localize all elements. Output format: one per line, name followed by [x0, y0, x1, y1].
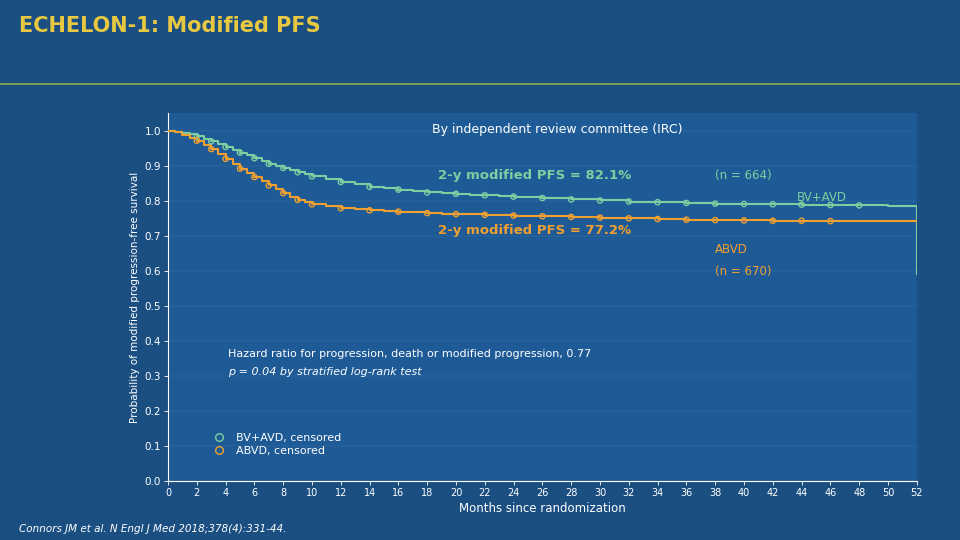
- Point: [362, 206, 377, 214]
- Point: [290, 168, 305, 177]
- Point: [535, 212, 550, 220]
- Point: [420, 209, 435, 218]
- Text: ABVD: ABVD: [714, 243, 748, 256]
- Point: [564, 195, 579, 204]
- Point: [794, 217, 809, 225]
- Point: [852, 201, 867, 210]
- Point: [232, 148, 248, 157]
- Point: [535, 194, 550, 202]
- Text: (n = 670): (n = 670): [714, 265, 771, 278]
- Point: [621, 197, 636, 206]
- Point: [247, 173, 262, 181]
- Point: [290, 195, 305, 204]
- Point: [304, 172, 320, 181]
- Point: [204, 137, 219, 146]
- Point: [261, 181, 276, 190]
- Point: [592, 196, 608, 205]
- Point: [506, 192, 521, 201]
- Point: [232, 164, 248, 173]
- Point: [448, 210, 464, 219]
- Point: [333, 204, 348, 213]
- Point: [391, 185, 406, 194]
- Point: [261, 159, 276, 168]
- Point: [247, 154, 262, 163]
- Point: [679, 215, 694, 224]
- Point: [708, 216, 723, 225]
- Point: [189, 137, 204, 145]
- Text: Connors JM et al. N Engl J Med 2018;378(4):331-44.: Connors JM et al. N Engl J Med 2018;378(…: [19, 523, 287, 534]
- Point: [189, 132, 204, 141]
- X-axis label: Months since randomization: Months since randomization: [459, 502, 626, 515]
- Legend: BV+AVD, censored, ABVD, censored: BV+AVD, censored, ABVD, censored: [204, 428, 346, 461]
- Point: [204, 145, 219, 153]
- Point: [448, 190, 464, 198]
- Text: 2-y modified PFS = 77.2%: 2-y modified PFS = 77.2%: [438, 225, 631, 238]
- Point: [391, 207, 406, 216]
- Point: [650, 215, 665, 224]
- Text: p = 0.04 by stratified log-rank test: p = 0.04 by stratified log-rank test: [228, 367, 421, 377]
- Point: [679, 199, 694, 207]
- Point: [506, 211, 521, 220]
- Point: [477, 191, 492, 200]
- Text: BV+AVD: BV+AVD: [797, 191, 847, 204]
- Point: [823, 201, 838, 210]
- Text: Hazard ratio for progression, death or modified progression, 0.77: Hazard ratio for progression, death or m…: [228, 349, 591, 359]
- Point: [218, 154, 233, 163]
- Point: [420, 188, 435, 197]
- Point: [736, 216, 752, 225]
- Text: (n = 664): (n = 664): [714, 170, 771, 183]
- Y-axis label: Probability of modified progression-free survival: Probability of modified progression-free…: [131, 171, 140, 423]
- Point: [765, 217, 780, 225]
- Point: [621, 214, 636, 222]
- Point: [276, 164, 291, 172]
- Point: [477, 211, 492, 219]
- Point: [708, 199, 723, 208]
- Point: [333, 178, 348, 186]
- Point: [362, 183, 377, 191]
- Point: [218, 143, 233, 151]
- Point: [736, 200, 752, 208]
- Point: [765, 200, 780, 208]
- Point: [794, 200, 809, 209]
- Point: [650, 198, 665, 206]
- Text: ECHELON-1: Modified PFS: ECHELON-1: Modified PFS: [19, 16, 321, 36]
- Text: By independent review committee (IRC): By independent review committee (IRC): [432, 123, 683, 136]
- Point: [592, 213, 608, 222]
- Text: 2-y modified PFS = 82.1%: 2-y modified PFS = 82.1%: [438, 170, 631, 183]
- Point: [564, 213, 579, 221]
- Point: [823, 217, 838, 225]
- Point: [276, 189, 291, 198]
- Point: [304, 200, 320, 208]
